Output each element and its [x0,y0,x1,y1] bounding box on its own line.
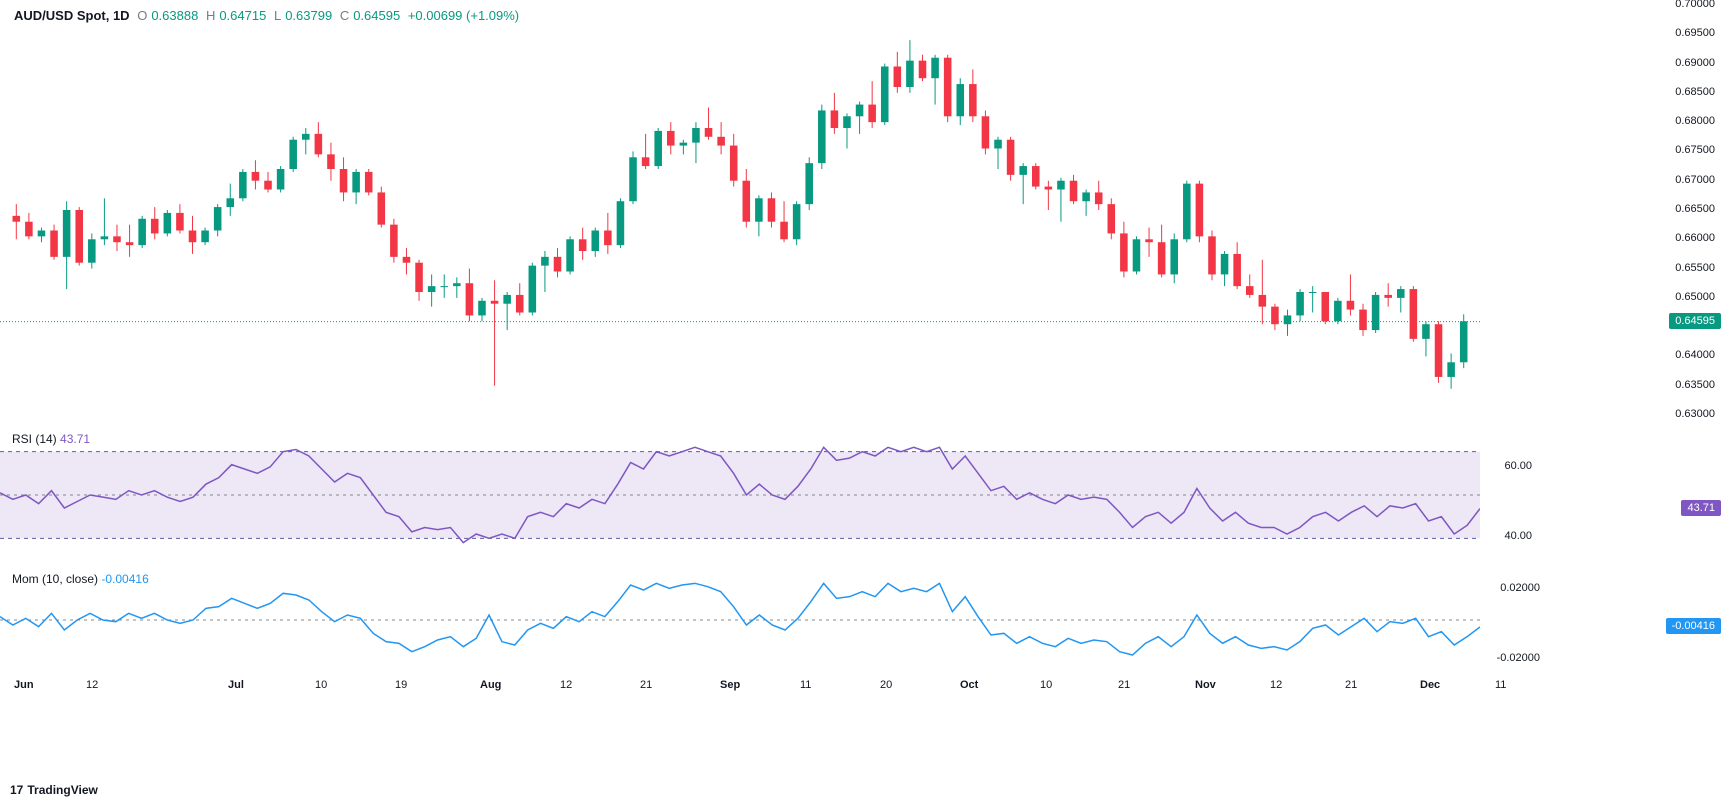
price-y-tick: 0.69000 [1675,57,1715,69]
x-axis-tick: 11 [800,679,811,691]
price-y-tick: 0.63000 [1675,408,1715,420]
rsi-badge: 43.71 [1681,500,1721,516]
symbol-label[interactable]: AUD/USD Spot, 1D [14,8,130,23]
mom-badge: -0.00416 [1666,618,1721,634]
price-y-tick: 0.67000 [1675,174,1715,186]
tradingview-label: TradingView [27,783,97,797]
x-axis-tick: 11 [1495,679,1506,691]
x-axis-tick: 20 [880,679,892,691]
rsi-y-tick: 40.00 [1504,530,1532,542]
x-axis-tick: 12 [1270,679,1282,691]
h-label: H [206,8,215,23]
rsi-value: 43.71 [60,432,90,446]
o-label: O [137,8,147,23]
mom-y-tick: -0.02000 [1497,652,1540,664]
rsi-name: RSI (14) [12,432,57,446]
x-axis-tick: 21 [1118,679,1130,691]
x-axis-tick: 21 [640,679,652,691]
tradingview-attribution[interactable]: 17 TradingView [10,783,98,797]
momentum-panel[interactable]: Mom (10, close) -0.00416 0.02000-0.02000 [0,570,1480,670]
c-value: 0.64595 [353,8,400,23]
rsi-label-row: RSI (14) 43.71 [12,432,90,446]
mom-y-tick: 0.02000 [1500,582,1540,594]
x-axis: Jun 12 Jul 10 19 Aug 12 21 Sep 11 20 Oct 10 21 Nov 12 21… [0,675,1480,703]
price-candlestick-svg [0,0,1480,420]
x-axis-tick: Oct [960,679,978,691]
change-value: +0.00699 (+1.09%) [408,8,519,23]
x-axis-tick: 21 [1345,679,1357,691]
h-value: 0.64715 [219,8,266,23]
x-axis-tick: Nov [1195,679,1216,691]
x-axis-tick: 12 [560,679,572,691]
l-value: 0.63799 [285,8,332,23]
price-y-tick: 0.66000 [1675,232,1715,244]
o-value: 0.63888 [151,8,198,23]
price-chart-panel[interactable] [0,0,1480,420]
l-label: L [274,8,281,23]
price-y-tick: 0.68500 [1675,86,1715,98]
price-y-tick: 0.66500 [1675,203,1715,215]
x-axis-tick: Sep [720,679,740,691]
chart-root: AUD/USD Spot, 1D O 0.63888 H 0.64715 L 0.63… [0,0,1723,803]
x-axis-tick: Jun [14,679,34,691]
price-y-axis: 0.70000 0.69500 0.69000 0.68500 0.68000 0.675… [1663,0,1723,420]
chart-header: AUD/USD Spot, 1D O 0.63888 H 0.64715 L 0.63… [14,8,523,23]
tradingview-icon: 17 [10,783,23,797]
x-axis-tick: Aug [480,679,501,691]
x-axis-tick: 12 [86,679,98,691]
price-y-tick: 0.70000 [1675,0,1715,10]
rsi-y-tick: 60.00 [1504,460,1532,472]
current-price-badge: 0.64595 [1669,313,1721,329]
price-y-tick: 0.67500 [1675,144,1715,156]
mom-name: Mom (10, close) [12,572,98,586]
rsi-panel[interactable]: RSI (14) 43.71 60.0040.00 [0,430,1480,560]
price-y-tick: 0.68000 [1675,115,1715,127]
x-axis-tick: 19 [395,679,407,691]
price-y-tick: 0.65500 [1675,262,1715,274]
mom-value: -0.00416 [101,572,148,586]
x-axis-tick: Dec [1420,679,1440,691]
rsi-svg [0,430,1480,560]
price-y-tick: 0.64000 [1675,349,1715,361]
x-axis-tick: 10 [315,679,327,691]
price-y-tick: 0.69500 [1675,27,1715,39]
mom-svg [0,570,1480,670]
x-axis-tick: Jul [228,679,244,691]
price-y-tick: 0.63500 [1675,379,1715,391]
mom-label-row: Mom (10, close) -0.00416 [12,572,149,586]
c-label: C [340,8,349,23]
price-y-tick: 0.65000 [1675,291,1715,303]
x-axis-tick: 10 [1040,679,1052,691]
